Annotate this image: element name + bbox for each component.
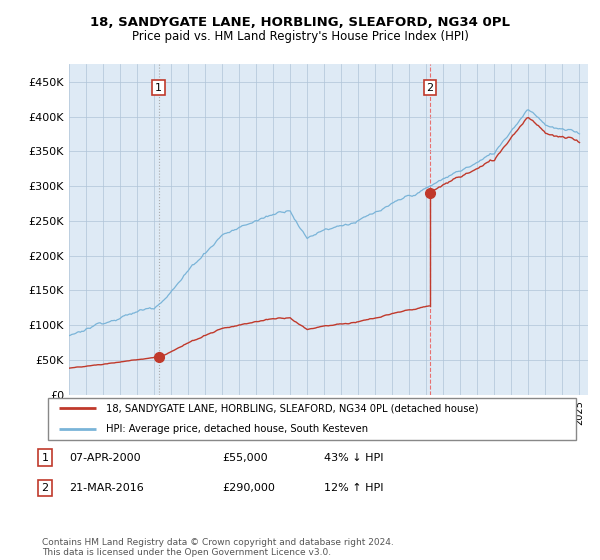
Text: Price paid vs. HM Land Registry's House Price Index (HPI): Price paid vs. HM Land Registry's House … — [131, 30, 469, 43]
Text: 1: 1 — [41, 452, 49, 463]
Text: Contains HM Land Registry data © Crown copyright and database right 2024.
This d: Contains HM Land Registry data © Crown c… — [42, 538, 394, 557]
Text: 1: 1 — [155, 82, 162, 92]
Text: 2: 2 — [41, 483, 49, 493]
Text: £290,000: £290,000 — [222, 483, 275, 493]
Text: HPI: Average price, detached house, South Kesteven: HPI: Average price, detached house, Sout… — [106, 424, 368, 434]
Text: £55,000: £55,000 — [222, 452, 268, 463]
Text: 21-MAR-2016: 21-MAR-2016 — [69, 483, 144, 493]
Text: 12% ↑ HPI: 12% ↑ HPI — [324, 483, 383, 493]
Text: 43% ↓ HPI: 43% ↓ HPI — [324, 452, 383, 463]
Text: 2: 2 — [427, 82, 434, 92]
FancyBboxPatch shape — [48, 398, 576, 440]
Text: 18, SANDYGATE LANE, HORBLING, SLEAFORD, NG34 0PL: 18, SANDYGATE LANE, HORBLING, SLEAFORD, … — [90, 16, 510, 29]
Text: 07-APR-2000: 07-APR-2000 — [69, 452, 140, 463]
Text: 18, SANDYGATE LANE, HORBLING, SLEAFORD, NG34 0PL (detached house): 18, SANDYGATE LANE, HORBLING, SLEAFORD, … — [106, 403, 479, 413]
